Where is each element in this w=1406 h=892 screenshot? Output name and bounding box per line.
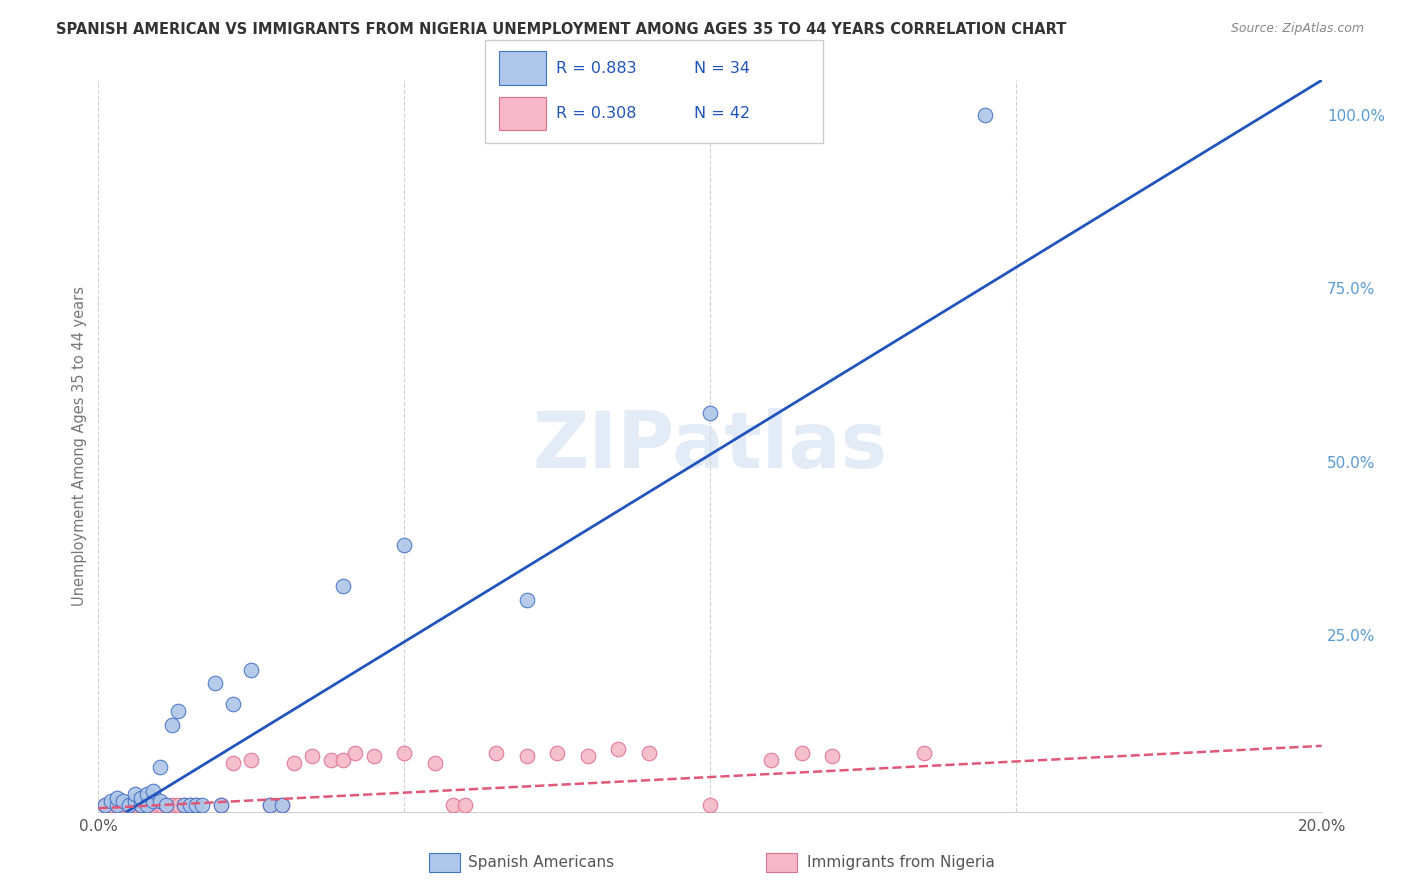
- Point: [136, 788, 159, 802]
- Point: [186, 797, 208, 812]
- Text: R = 0.308: R = 0.308: [555, 106, 637, 121]
- Point: [240, 663, 263, 677]
- Point: [332, 753, 354, 767]
- Point: [124, 788, 146, 802]
- Point: [160, 797, 183, 812]
- Text: N = 42: N = 42: [695, 106, 751, 121]
- Point: [546, 746, 568, 760]
- Point: [270, 797, 292, 812]
- Point: [179, 797, 201, 812]
- Point: [100, 797, 122, 812]
- Point: [167, 797, 190, 812]
- Point: [301, 749, 323, 764]
- Point: [105, 790, 128, 805]
- Point: [149, 797, 172, 812]
- Text: SPANISH AMERICAN VS IMMIGRANTS FROM NIGERIA UNEMPLOYMENT AMONG AGES 35 TO 44 YEA: SPANISH AMERICAN VS IMMIGRANTS FROM NIGE…: [56, 22, 1067, 37]
- Point: [485, 746, 508, 760]
- FancyBboxPatch shape: [499, 96, 546, 130]
- Point: [105, 797, 128, 812]
- Point: [821, 749, 844, 764]
- Point: [155, 797, 177, 812]
- Text: Spanish Americans: Spanish Americans: [468, 855, 614, 870]
- Point: [93, 797, 115, 812]
- Point: [759, 753, 782, 767]
- Text: Immigrants from Nigeria: Immigrants from Nigeria: [807, 855, 995, 870]
- Point: [179, 797, 201, 812]
- Point: [441, 797, 464, 812]
- Point: [111, 794, 134, 808]
- Point: [124, 797, 146, 812]
- Point: [607, 742, 630, 756]
- Text: R = 0.883: R = 0.883: [555, 61, 637, 76]
- Point: [332, 579, 354, 593]
- Point: [576, 749, 599, 764]
- Point: [209, 797, 232, 812]
- Point: [173, 797, 195, 812]
- Point: [222, 698, 245, 712]
- Point: [240, 753, 263, 767]
- Point: [637, 746, 661, 760]
- Point: [204, 676, 226, 690]
- Point: [392, 746, 416, 760]
- Point: [790, 746, 813, 760]
- Point: [974, 108, 997, 122]
- Point: [186, 797, 208, 812]
- Point: [118, 797, 141, 812]
- Text: N = 34: N = 34: [695, 61, 751, 76]
- FancyBboxPatch shape: [485, 40, 823, 143]
- Point: [142, 784, 165, 798]
- Point: [392, 538, 416, 552]
- Point: [344, 746, 367, 760]
- Point: [912, 746, 935, 760]
- Point: [118, 797, 141, 812]
- Point: [149, 759, 172, 773]
- Point: [142, 794, 165, 808]
- Point: [136, 797, 159, 812]
- Point: [259, 797, 281, 812]
- Point: [155, 797, 177, 812]
- Point: [100, 794, 122, 808]
- Point: [93, 797, 115, 812]
- Point: [129, 797, 152, 812]
- Point: [222, 756, 245, 771]
- Point: [136, 797, 159, 812]
- Point: [149, 794, 172, 808]
- Point: [319, 753, 342, 767]
- Point: [173, 797, 195, 812]
- Point: [454, 797, 477, 812]
- Y-axis label: Unemployment Among Ages 35 to 44 years: Unemployment Among Ages 35 to 44 years: [72, 286, 87, 606]
- Point: [105, 797, 128, 812]
- Point: [111, 797, 134, 812]
- Point: [167, 704, 190, 718]
- Text: Source: ZipAtlas.com: Source: ZipAtlas.com: [1230, 22, 1364, 36]
- Point: [124, 794, 146, 808]
- Point: [699, 797, 721, 812]
- Point: [423, 756, 446, 771]
- Point: [699, 406, 721, 420]
- Point: [160, 718, 183, 732]
- FancyBboxPatch shape: [499, 52, 546, 86]
- Text: ZIPatlas: ZIPatlas: [533, 408, 887, 484]
- Point: [129, 797, 152, 812]
- Point: [516, 749, 538, 764]
- Point: [142, 797, 165, 812]
- Point: [191, 797, 214, 812]
- Point: [363, 749, 385, 764]
- Point: [516, 593, 538, 607]
- Point: [259, 797, 281, 812]
- Point: [129, 790, 152, 805]
- Point: [270, 797, 292, 812]
- Point: [283, 756, 305, 771]
- Point: [209, 797, 232, 812]
